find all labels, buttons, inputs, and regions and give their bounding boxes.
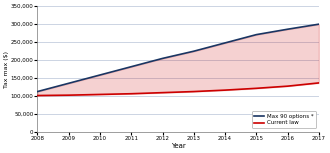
Current law bbox=[129, 93, 133, 95]
Max 90 options * bbox=[129, 66, 133, 68]
Current law bbox=[98, 93, 102, 95]
X-axis label: Year: Year bbox=[171, 143, 185, 149]
Current law bbox=[285, 85, 289, 87]
Max 90 options * bbox=[67, 82, 71, 84]
Current law bbox=[67, 94, 71, 96]
Current law bbox=[36, 95, 40, 96]
Max 90 options * bbox=[98, 74, 102, 76]
Line: Max 90 options *: Max 90 options * bbox=[38, 24, 319, 91]
Max 90 options * bbox=[160, 58, 164, 59]
Current law bbox=[160, 92, 164, 94]
Max 90 options * bbox=[285, 28, 289, 30]
Current law bbox=[223, 89, 227, 91]
Max 90 options * bbox=[36, 91, 40, 92]
Current law bbox=[192, 91, 196, 92]
Y-axis label: Tax max ($): Tax max ($) bbox=[4, 51, 9, 88]
Max 90 options * bbox=[317, 23, 321, 25]
Line: Current law: Current law bbox=[38, 83, 319, 95]
Max 90 options * bbox=[192, 50, 196, 52]
Max 90 options * bbox=[223, 42, 227, 44]
Legend: Max 90 options *, Current law: Max 90 options *, Current law bbox=[252, 111, 316, 128]
Current law bbox=[317, 82, 321, 84]
Max 90 options * bbox=[254, 34, 258, 35]
Current law bbox=[254, 87, 258, 89]
